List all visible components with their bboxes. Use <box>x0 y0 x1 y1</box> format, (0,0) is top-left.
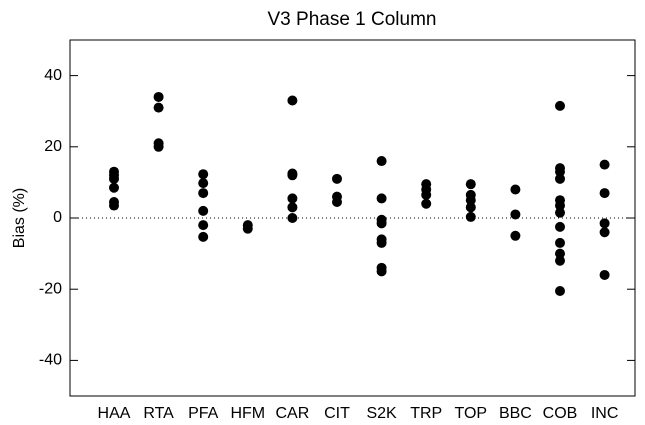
point <box>332 173 342 184</box>
point <box>555 173 565 184</box>
point <box>555 207 565 218</box>
point <box>555 237 565 248</box>
chart-title: V3 Phase 1 Column <box>268 9 437 30</box>
point <box>287 95 298 106</box>
point <box>465 211 476 222</box>
point <box>287 213 298 223</box>
point <box>599 159 610 170</box>
x-tick-label: TRP <box>410 405 442 422</box>
point <box>555 221 565 232</box>
point <box>555 200 565 211</box>
point <box>153 102 164 113</box>
point <box>287 202 298 213</box>
point <box>198 231 209 242</box>
point <box>510 230 521 241</box>
point <box>153 91 164 102</box>
point <box>510 209 521 220</box>
point <box>465 195 476 206</box>
point <box>109 182 119 193</box>
y-tick-label: -20 <box>39 280 62 297</box>
y-tick-label: 0 <box>53 209 62 226</box>
point <box>376 218 387 229</box>
x-tick-label: HAA <box>98 405 131 422</box>
point <box>198 178 209 189</box>
x-tick-label: BBC <box>499 405 532 422</box>
point <box>332 196 342 207</box>
x-tick-label: HFM <box>230 405 265 422</box>
point <box>198 169 209 180</box>
point <box>198 188 209 199</box>
point <box>555 166 565 177</box>
x-tick-label: CIT <box>324 405 350 422</box>
x-tick-label: RTA <box>143 405 174 422</box>
x-tick-label: COB <box>543 405 578 422</box>
point <box>376 193 387 204</box>
x-tick-label: PFA <box>188 405 219 422</box>
point <box>599 218 610 229</box>
point <box>109 173 119 184</box>
x-tick-label: TOP <box>454 405 487 422</box>
point <box>287 170 298 181</box>
y-tick-label: 40 <box>44 67 62 84</box>
point <box>555 100 565 111</box>
point <box>109 200 119 211</box>
x-tick-label: CAR <box>276 405 310 422</box>
point <box>287 193 298 204</box>
y-tick-label: -40 <box>39 352 62 369</box>
point <box>555 255 565 266</box>
point <box>599 227 610 238</box>
point <box>153 141 164 152</box>
point <box>510 184 521 195</box>
x-tick-label: S2K <box>366 405 397 422</box>
point <box>599 188 610 199</box>
point <box>555 248 565 259</box>
y-tick-label: 20 <box>44 138 62 155</box>
point <box>242 223 253 234</box>
point <box>421 198 432 209</box>
y-axis-label: Bias (%) <box>11 188 28 248</box>
point <box>555 285 565 296</box>
point <box>465 202 476 213</box>
point <box>376 266 387 277</box>
x-tick-label: INC <box>591 405 619 422</box>
point <box>198 205 209 216</box>
point <box>465 179 476 190</box>
point <box>599 269 610 280</box>
point <box>198 220 209 231</box>
point <box>376 237 387 248</box>
point <box>421 189 432 200</box>
point <box>376 156 387 167</box>
